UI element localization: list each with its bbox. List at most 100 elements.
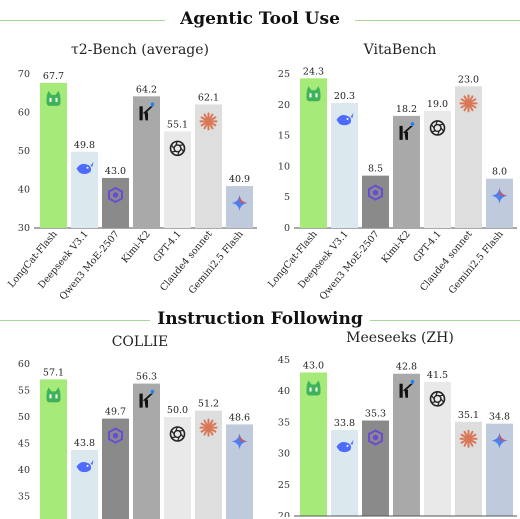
- y-tick-label: 0: [284, 223, 290, 234]
- bar: [71, 151, 98, 228]
- bar-group: 20.3: [331, 91, 358, 228]
- gemini-icon: [491, 432, 508, 449]
- deepseek-icon: [336, 112, 354, 126]
- qwen-icon: [368, 184, 383, 201]
- bar-group: 48.6: [226, 412, 253, 519]
- bar-group: 55.1: [164, 119, 191, 228]
- bar-value-label: 43.8: [74, 438, 95, 449]
- bar-value-label: 33.8: [334, 418, 355, 429]
- bar-value-label: 50.0: [167, 405, 188, 416]
- kimi-icon: [399, 122, 415, 140]
- bar-value-label: 49.7: [105, 407, 126, 418]
- bar-group: 62.1: [195, 92, 222, 228]
- longcat-icon: [306, 380, 321, 396]
- qwen-icon: [108, 427, 123, 444]
- bar: [300, 372, 327, 516]
- bar-value-label: 20.3: [334, 91, 355, 102]
- bar-group: 43.0: [300, 360, 327, 516]
- bar-value-label: 57.1: [43, 367, 64, 378]
- bar-value-label: 49.8: [74, 140, 95, 151]
- bar-value-label: 35.1: [458, 410, 479, 421]
- bar-value-label: 43.0: [303, 360, 324, 371]
- bar-value-label: 41.5: [427, 370, 448, 381]
- bar-value-label: 18.2: [396, 104, 417, 115]
- y-tick-label: 45: [278, 355, 290, 366]
- chart-title: VitaBench: [363, 42, 437, 58]
- longcat-icon: [46, 90, 61, 106]
- bar-group: 57.1: [40, 367, 67, 519]
- claude-icon: [199, 418, 218, 437]
- y-tick-label: 5: [284, 192, 290, 203]
- y-tick-label: 50: [18, 146, 30, 157]
- bar-group: 42.8: [393, 362, 420, 516]
- bar-group: 41.5: [424, 370, 451, 516]
- chart-title: Meeseeks (ZH): [346, 330, 454, 346]
- y-tick-label: 50: [18, 412, 30, 423]
- category-label: Kimi-K2: [120, 229, 153, 266]
- bar-group: 56.3: [133, 372, 160, 519]
- openai-icon: [169, 140, 186, 157]
- bar-value-label: 67.7: [43, 71, 64, 82]
- bar-value-label: 19.0: [427, 99, 448, 110]
- openai-icon: [429, 391, 446, 407]
- category-label: Qwen3 MoE-2507: [318, 229, 382, 302]
- y-tick-label: 40: [18, 185, 30, 196]
- section-header-agentic: Agentic Tool Use: [0, 7, 520, 33]
- y-tick-label: 40: [18, 465, 30, 476]
- bar-group: 19.0: [424, 99, 451, 228]
- y-tick-label: 60: [18, 359, 30, 370]
- bar-value-label: 62.1: [198, 92, 219, 103]
- bar-group: 35.3: [362, 409, 389, 516]
- bar: [164, 131, 191, 228]
- kimi-icon: [139, 389, 155, 408]
- chart-title: COLLIE: [112, 334, 169, 350]
- section-title: Instruction Following: [157, 309, 363, 329]
- y-tick-label: 25: [278, 480, 290, 491]
- gemini-icon: [491, 187, 508, 204]
- bar-value-label: 56.3: [136, 372, 157, 383]
- gemini-icon: [231, 433, 248, 450]
- y-tick-label: 20: [278, 100, 290, 111]
- bar-value-label: 34.8: [489, 412, 510, 423]
- bar: [71, 449, 98, 519]
- qwen-icon: [368, 429, 383, 446]
- bar: [362, 175, 389, 228]
- y-tick-label: 35: [18, 492, 30, 503]
- bar-value-label: 40.9: [229, 174, 250, 185]
- bar-group: 35.1: [455, 410, 482, 516]
- section-title: Agentic Tool Use: [180, 9, 340, 29]
- bar-group: 51.2: [195, 399, 222, 519]
- bar-value-label: 24.3: [303, 66, 324, 77]
- chart-title: τ2-Bench (average): [71, 42, 209, 58]
- y-tick-label: 20: [278, 511, 290, 519]
- bar-value-label: 8.0: [492, 167, 507, 178]
- category-label: Kimi-K2: [380, 229, 413, 266]
- qwen-icon: [108, 186, 123, 204]
- y-tick-label: 10: [278, 161, 290, 172]
- section-rule-right: [370, 320, 520, 321]
- deepseek-icon: [76, 459, 94, 473]
- claude-icon: [459, 429, 478, 448]
- bar-group: 49.7: [102, 407, 129, 519]
- y-tick-label: 30: [278, 449, 290, 460]
- bar-value-label: 43.0: [105, 166, 126, 177]
- category-label: GPT-4.1: [151, 229, 183, 265]
- bar-group: 43.8: [71, 438, 98, 519]
- gemini-icon: [231, 195, 248, 212]
- bar-value-label: 42.8: [396, 362, 417, 373]
- bar-group: 23.0: [455, 74, 482, 228]
- bar-group: 43.0: [102, 166, 129, 228]
- bar-value-label: 8.5: [368, 164, 383, 175]
- section-rule-left: [0, 320, 150, 321]
- plot-clip: [260, 517, 520, 519]
- claude-icon: [199, 112, 218, 131]
- bar-group: 33.8: [331, 418, 358, 516]
- y-tick-label: 25: [278, 69, 290, 80]
- bar-value-label: 35.3: [365, 409, 386, 420]
- bar-group: 40.9: [226, 174, 253, 228]
- chart-collie: COLLIE 35 40 45 50 55 60 57.1 43.8 49.7 56.3 50.0 51…: [18, 334, 253, 519]
- bar-group: 50.0: [164, 405, 191, 519]
- y-tick-label: 60: [18, 108, 30, 119]
- bar-value-label: 23.0: [458, 74, 479, 85]
